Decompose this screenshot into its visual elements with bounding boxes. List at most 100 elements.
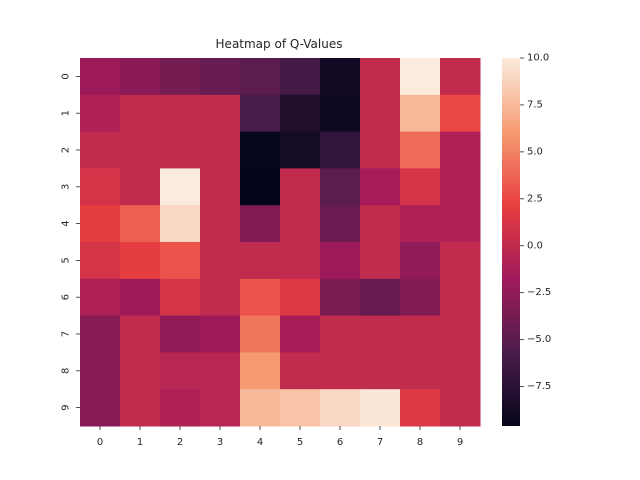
heatmap-cell-r8-c8 [400,352,441,390]
x-tick-label-7: 7 [377,437,383,448]
heatmap-cell-r5-c2 [160,242,201,280]
heatmap-cell-r1-c3 [200,94,241,133]
heatmap-cell-r4-c0 [80,205,121,243]
heatmap-cell-r9-c3 [200,389,241,427]
heatmap-cell-r2-c3 [200,131,241,169]
heatmap-cell-r7-c7 [360,315,401,353]
heatmap-cell-r5-c0 [80,242,121,280]
heatmap-cell-r7-c2 [160,315,201,353]
heatmap-cell-r3-c4 [240,168,281,206]
heatmap-cell-r7-c1 [120,315,161,353]
heatmap-cell-r2-c9 [440,131,481,169]
heatmap-cell-r5-c1 [120,242,161,280]
heatmap-cell-r0-c8 [400,58,441,96]
heatmap-cell-r8-c4 [240,352,281,390]
heatmap-cell-r4-c5 [280,205,321,243]
heatmap-cell-r6-c6 [320,278,361,317]
heatmap-cell-r1-c1 [120,94,161,133]
heatmap-cell-r6-c9 [440,278,481,317]
heatmap-cell-r2-c1 [120,131,161,169]
x-tick-label-5: 5 [297,437,303,448]
x-tick-label-3: 3 [217,437,223,448]
y-tick-label-1: 1 [61,110,72,116]
heatmap-cell-r6-c1 [120,278,161,317]
colorbar-tick-label-2: 5.0 [527,146,543,157]
heatmap-cell-r7-c0 [80,315,121,353]
heatmap-cell-r5-c3 [200,242,241,280]
heatmap-cell-r9-c2 [160,389,201,427]
heatmap-cell-r8-c6 [320,352,361,390]
heatmap-cell-r1-c0 [80,94,121,133]
y-tick-label-2: 2 [61,147,72,153]
heatmap-cell-r6-c4 [240,278,281,317]
y-tick-label-4: 4 [61,220,72,226]
heatmap-cell-r5-c4 [240,242,281,280]
heatmap-cell-r8-c7 [360,352,401,390]
x-tick-label-8: 8 [417,437,423,448]
x-axis-ticks: 0 1 2 3 4 5 6 7 8 9 [97,426,463,448]
y-tick-label-3: 3 [61,184,72,190]
colorbar-tick-label-0: 10.0 [527,53,549,64]
y-tick-label-7: 7 [61,331,72,337]
heatmap-cell-r0-c5 [280,58,321,96]
heatmap-cell-r2-c2 [160,131,201,169]
heatmap-cell-r3-c0 [80,168,121,206]
heatmap-cell-r6-c3 [200,278,241,317]
heatmap-cell-r9-c5 [280,389,321,427]
heatmap-cell-r0-c6 [320,58,361,96]
heatmap-cell-r4-c7 [360,205,401,243]
heatmap-cell-r3-c3 [200,168,241,206]
heatmap-cell-r9-c6 [320,389,361,427]
heatmap-cell-r3-c2 [160,168,201,206]
y-tick-label-9: 9 [61,404,72,410]
heatmap-cell-r1-c8 [400,94,441,133]
chart-title: Heatmap of Q-Values [216,37,343,51]
heatmap-cell-r6-c2 [160,278,201,317]
x-tick-label-6: 6 [337,437,343,448]
heatmap-cell-r4-c4 [240,205,281,243]
y-tick-label-8: 8 [61,368,72,374]
heatmap-cell-r8-c3 [200,352,241,390]
colorbar-tick-label-4: 0.0 [527,240,543,251]
x-tick-label-9: 9 [457,437,463,448]
colorbar [502,58,520,426]
heatmap-cell-r0-c1 [120,58,161,96]
heatmap-cell-r5-c7 [360,242,401,280]
heatmap-cell-r7-c3 [200,315,241,353]
heatmap-cell-r7-c4 [240,315,281,353]
x-tick-label-1: 1 [137,437,143,448]
colorbar-tick-label-1: 7.5 [527,99,543,110]
heatmap-cell-r4-c2 [160,205,201,243]
heatmap-cell-r9-c4 [240,389,281,427]
heatmap-cell-r5-c9 [440,242,481,280]
heatmap-cell-r6-c0 [80,278,121,317]
heatmap-cell-r1-c5 [280,94,321,133]
colorbar-tick-label-3: 2.5 [527,193,543,204]
heatmap-cell-r8-c9 [440,352,481,390]
heatmap-cell-r9-c8 [400,389,441,427]
colorbar-tick-label-7: −7.5 [527,381,551,392]
heatmap-cell-r0-c4 [240,58,281,96]
heatmap-cell-r3-c9 [440,168,481,206]
heatmap-cell-r0-c3 [200,58,241,96]
heatmap-cell-r5-c8 [400,242,441,280]
heatmap-cell-r7-c9 [440,315,481,353]
heatmap-cell-r2-c8 [400,131,441,169]
heatmap-cell-r0-c0 [80,58,121,96]
heatmap-cells [80,58,481,427]
x-tick-label-4: 4 [257,437,263,448]
heatmap-cell-r3-c7 [360,168,401,206]
heatmap-cell-r9-c9 [440,389,481,427]
heatmap-cell-r1-c7 [360,94,401,133]
heatmap-cell-r8-c1 [120,352,161,390]
heatmap-cell-r2-c7 [360,131,401,169]
heatmap-cell-r2-c6 [320,131,361,169]
heatmap-cell-r6-c7 [360,278,401,317]
heatmap-cell-r0-c2 [160,58,201,96]
heatmap-cell-r2-c0 [80,131,121,169]
heatmap-cell-r4-c6 [320,205,361,243]
y-tick-label-0: 0 [61,73,72,79]
x-tick-label-2: 2 [177,437,183,448]
heatmap-cell-r7-c6 [320,315,361,353]
